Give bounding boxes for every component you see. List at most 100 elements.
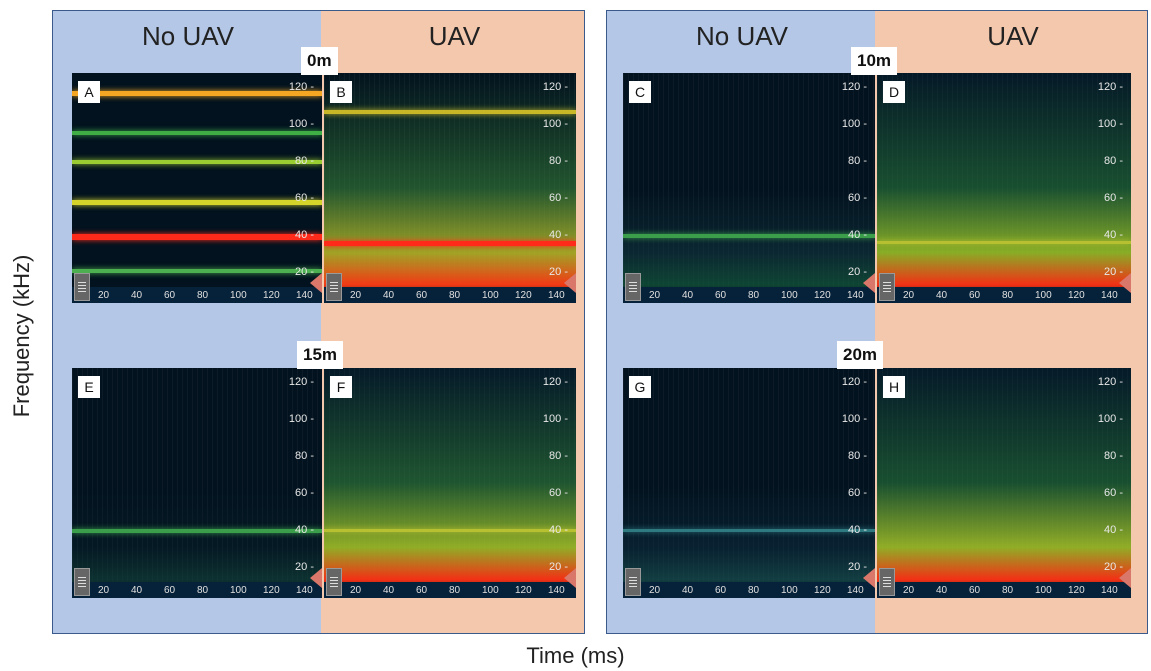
frequency-tick-label: 60 - (1104, 487, 1123, 499)
time-tick-label: 120 (814, 585, 831, 596)
time-tick-label: 120 (515, 585, 532, 596)
frequency-tick-label: 20 - (1104, 561, 1123, 573)
time-tick-label: 120 (263, 585, 280, 596)
time-tick-label: 120 (1068, 290, 1085, 301)
playhead-marker[interactable] (564, 273, 576, 293)
playhead-marker[interactable] (863, 568, 875, 588)
panel-letter: F (330, 376, 352, 398)
spectrogram-energy (72, 368, 322, 598)
frequency-tick-label: 40 - (295, 229, 314, 241)
playhead-marker[interactable] (564, 568, 576, 588)
grip-handle[interactable] (326, 568, 342, 596)
time-tick-label: 60 (969, 585, 981, 596)
frequency-tick-label: 80 - (848, 450, 867, 462)
panel-letter: G (629, 376, 651, 398)
spectrogram-energy (623, 73, 875, 303)
panel-letter: C (629, 81, 651, 103)
time-tick-label: 80 (1002, 585, 1014, 596)
time-tick-label: 60 (416, 585, 428, 596)
grip-handle[interactable] (74, 273, 90, 301)
playhead-marker[interactable] (1119, 568, 1131, 588)
spectral-band (324, 109, 576, 114)
spectrogram-energy (623, 368, 875, 598)
time-tick-label: 20 (98, 585, 110, 596)
frequency-tick-label: 120 - (288, 376, 314, 388)
frequency-tick-label: 60 - (1104, 192, 1123, 204)
panel-letter: H (883, 376, 905, 398)
frequency-tick-label: 100 - (288, 118, 314, 130)
frequency-tick-label: 20 - (1104, 266, 1123, 278)
time-tick-label: 100 (482, 585, 499, 596)
frequency-tick-label: 40 - (549, 229, 568, 241)
frequency-tick-label: 20 - (295, 266, 314, 278)
time-tick-label: 40 (383, 290, 395, 301)
time-tick-label: 40 (131, 290, 143, 301)
time-tick-label: 80 (748, 290, 760, 301)
time-tick-label: 140 (1101, 585, 1118, 596)
frequency-tick-label: 120 - (841, 376, 867, 388)
time-tick-label: 20 (350, 290, 362, 301)
time-tick-label: 100 (781, 585, 798, 596)
time-axis: 20 40 60 80 100 120 140 (72, 287, 322, 303)
spectral-band (72, 91, 322, 97)
frequency-tick-label: 120 - (288, 81, 314, 93)
frequency-tick-label: 20 - (848, 266, 867, 278)
time-tick-label: 100 (230, 585, 247, 596)
frequency-tick-label: 60 - (549, 192, 568, 204)
playhead-marker[interactable] (863, 273, 875, 293)
time-tick-label: 40 (936, 290, 948, 301)
frequency-tick-label: 120 - (841, 81, 867, 93)
spectrogram-energy (877, 368, 1131, 598)
distance-label: 15m (297, 341, 344, 369)
distance-label: 10m (851, 47, 898, 75)
grip-handle[interactable] (326, 273, 342, 301)
grip-handle[interactable] (625, 568, 641, 596)
grip-handle[interactable] (879, 273, 895, 301)
frequency-tick-label: 80 - (295, 450, 314, 462)
playhead-marker[interactable] (310, 568, 322, 588)
frequency-tick-label: 20 - (295, 561, 314, 573)
time-axis: 20 40 60 80 100 120 140 (72, 582, 322, 598)
frequency-tick-label: 40 - (1104, 524, 1123, 536)
spectrogram-panel: G 120 - 100 - 80 - 60 - 40 - 20 - 20 40 60 80 100 12… (623, 368, 875, 598)
panel-letter: E (78, 376, 100, 398)
frequency-tick-label: 100 - (841, 413, 867, 425)
playhead-marker[interactable] (1119, 273, 1131, 293)
frequency-tick-label: 80 - (1104, 155, 1123, 167)
frequency-tick-label: 120 - (1097, 376, 1123, 388)
time-tick-label: 40 (131, 585, 143, 596)
grip-handle[interactable] (879, 568, 895, 596)
grip-handle[interactable] (74, 568, 90, 596)
time-tick-label: 60 (164, 290, 176, 301)
time-tick-label: 100 (482, 290, 499, 301)
time-tick-label: 140 (1101, 290, 1118, 301)
frequency-tick-label: 20 - (549, 561, 568, 573)
time-tick-label: 40 (682, 585, 694, 596)
grip-handle[interactable] (625, 273, 641, 301)
spectral-band (72, 199, 322, 205)
spectral-band (72, 268, 322, 273)
time-tick-label: 80 (449, 585, 461, 596)
playhead-marker[interactable] (310, 273, 322, 293)
frequency-tick-label: 20 - (549, 266, 568, 278)
time-tick-label: 40 (682, 290, 694, 301)
time-tick-label: 20 (350, 585, 362, 596)
spectrogram-energy (324, 73, 576, 303)
time-tick-label: 120 (515, 290, 532, 301)
x-axis-label: Time (ms) (526, 643, 625, 668)
time-tick-label: 80 (449, 290, 461, 301)
frequency-tick-label: 80 - (1104, 450, 1123, 462)
spectrogram-panel: H 120 - 100 - 80 - 60 - 40 - 20 - 20 40 60 80 100 12… (877, 368, 1131, 598)
header-no-uav: No UAV (696, 21, 788, 51)
frequency-tick-label: 120 - (1097, 81, 1123, 93)
spectrogram-panel: A 120 - 100 - 80 - 60 - 40 - 20 - 20 40 60 80 100 12… (72, 73, 322, 303)
time-tick-label: 120 (1068, 585, 1085, 596)
spectrogram-panel: C 120 - 100 - 80 - 60 - 40 - 20 - 20 40 60 80 100 12… (623, 73, 875, 303)
spectrogram-panel: B 120 - 100 - 80 - 60 - 40 - 20 - 20 40 60 80 100 12… (324, 73, 576, 303)
distance-label: 20m (837, 341, 884, 369)
time-tick-label: 20 (98, 290, 110, 301)
frequency-tick-label: 40 - (295, 524, 314, 536)
panel-letter: B (330, 81, 352, 103)
time-axis: 20 40 60 80 100 120 140 (324, 582, 576, 598)
time-tick-label: 60 (164, 585, 176, 596)
